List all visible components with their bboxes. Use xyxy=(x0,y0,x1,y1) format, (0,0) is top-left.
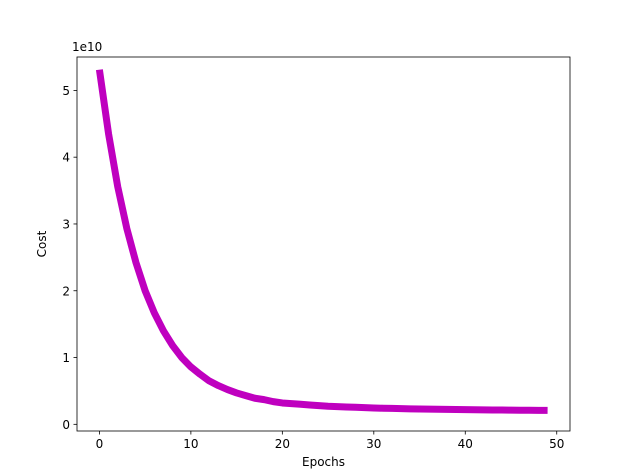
y-tick-label: 5 xyxy=(62,84,70,98)
series-layer xyxy=(95,69,548,414)
y-tick-label: 1 xyxy=(62,351,70,365)
x-tick-label: 0 xyxy=(96,437,104,451)
x-tick-label: 40 xyxy=(458,437,473,451)
plot-frame xyxy=(76,56,571,432)
y-tick-label: 0 xyxy=(62,418,70,432)
x-tick-label: 30 xyxy=(366,437,381,451)
x-axis-label: Epochs xyxy=(302,455,345,469)
y-tick-label: 3 xyxy=(62,217,70,231)
x-tick-label: 50 xyxy=(549,437,564,451)
y-axis-label: Cost xyxy=(35,230,49,257)
x-tick-label: 10 xyxy=(183,437,198,451)
axis-ticks: 0 10 20 30 40 50 0 1 2 3 4 5 xyxy=(62,84,564,451)
y-tick-label: 2 xyxy=(62,284,70,298)
y-tick-label: 4 xyxy=(62,151,70,165)
x-tick-label: 20 xyxy=(275,437,290,451)
y-offset-label: 1e10 xyxy=(72,40,102,54)
cost-series-line xyxy=(95,69,548,414)
